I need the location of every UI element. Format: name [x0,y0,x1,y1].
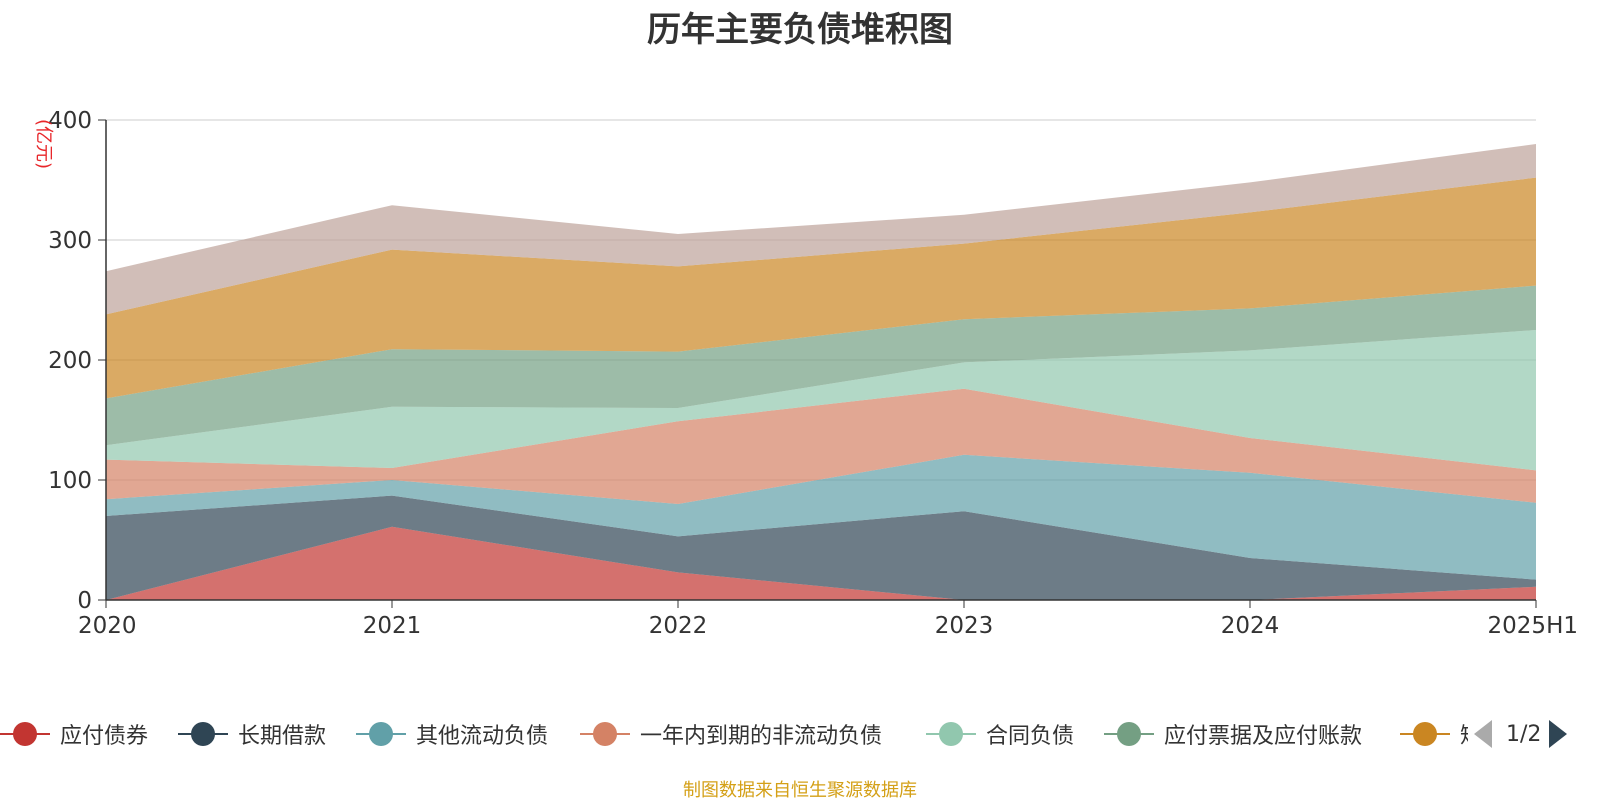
legend-prev-page-icon[interactable] [1474,720,1492,748]
legend-next-page-icon[interactable] [1549,720,1568,748]
legend-label: 合同负债 [986,724,1075,749]
legend-swatch-icon [1104,721,1154,747]
legend-label: 应付票据及应付账款 [1164,724,1363,749]
source-note: 制图数据来自恒生聚源数据库 [683,780,917,801]
area-series-7 [106,144,1536,315]
legend-label: 长期借款 [238,724,327,749]
chart-title: 历年主要负债堆积图 [647,10,953,50]
legend: 应付债券长期借款其他流动负债一年内到期的非流动负债合同负债应付票据及应付账款短 [0,712,1600,756]
area-series-3 [106,388,1536,504]
y-tick-label: 400 [48,108,92,134]
area-series-4 [106,330,1536,471]
x-tick-label: 2025H1 [1488,613,1578,639]
axes: 0 100 200 300 400 2020 2021 2022 2023 2024 2025H1 [48,108,1578,639]
legend-item[interactable]: 其他流动负债 [356,712,548,756]
legend-swatch-icon [580,721,630,747]
legend-swatch-icon [0,721,50,747]
legend-label: 一年内到期的非流动负债 [640,724,883,749]
y-tick-label: 300 [48,228,92,254]
area-series-0 [106,526,1536,600]
y-tick-label: 100 [48,468,92,494]
x-tick-label: 2024 [1221,613,1280,639]
x-tick-label: 2022 [649,613,708,639]
legend-swatch-icon [356,721,406,747]
legend-swatch-icon [1400,721,1450,747]
legend-item[interactable]: 应付票据及应付账款 [1104,712,1362,756]
legend-pager: 1/2 [1468,712,1600,756]
y-tick-label: 200 [48,348,92,374]
legend-label: 其他流动负债 [416,724,549,749]
legend-page-indicator: 1/2 [1506,721,1542,747]
area-series [106,144,1536,600]
x-tick-label: 2020 [78,613,137,639]
legend-label: 应付债券 [60,724,149,749]
area-series-5 [106,285,1536,446]
legend-swatch-icon [926,721,976,747]
y-axis-unit: (亿元) [33,119,54,169]
legend-item[interactable]: 合同负债 [926,712,1074,756]
legend-item[interactable]: 一年内到期的非流动负债 [580,712,882,756]
legend-swatch-icon [178,721,228,747]
legend-item[interactable]: 长期借款 [178,712,326,756]
area-series-6 [106,177,1536,399]
x-tick-label: 2021 [363,613,422,639]
y-tick-label: 0 [77,588,92,614]
x-tick-label: 2023 [935,613,994,639]
legend-item[interactable]: 应付债券 [0,712,148,756]
area-series-1 [106,495,1536,600]
